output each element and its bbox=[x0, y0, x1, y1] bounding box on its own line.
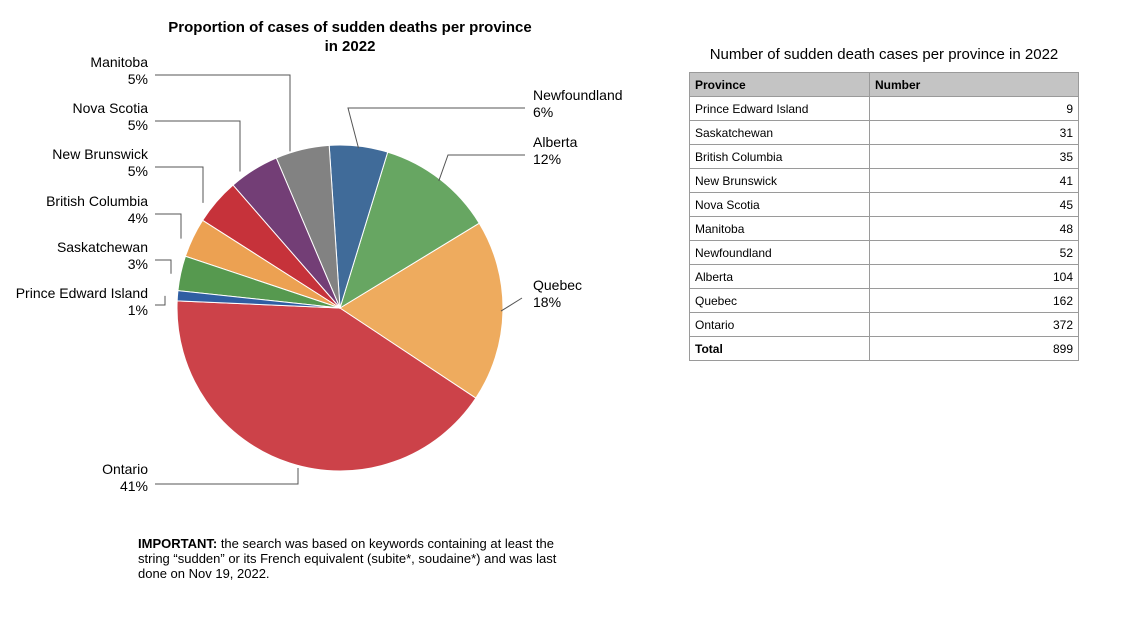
table-row: Quebec 162 bbox=[689, 288, 1079, 313]
important-note: IMPORTANT: the search was based on keywo… bbox=[138, 536, 568, 581]
leader-line bbox=[155, 120, 241, 172]
slice-label-name: Prince Edward Island bbox=[16, 285, 148, 301]
slice-label-percent: 1% bbox=[128, 302, 148, 318]
number-cell: 372 bbox=[869, 312, 1079, 337]
province-cell: British Columbia bbox=[689, 144, 870, 169]
table-row: British Columbia 35 bbox=[689, 144, 1079, 169]
number-cell: 31 bbox=[869, 120, 1079, 145]
slice-label-percent: 5% bbox=[128, 163, 148, 179]
pie-slice-alberta bbox=[339, 151, 480, 310]
slice-label-name: Quebec bbox=[533, 277, 582, 293]
slice-label-percent: 4% bbox=[128, 210, 148, 226]
leader-line bbox=[155, 213, 182, 239]
leader-lines bbox=[155, 74, 525, 485]
table-header-row: Province Number bbox=[689, 72, 1079, 97]
slice-label-name: British Columbia bbox=[46, 193, 148, 209]
table-row: Prince Edward Island 9 bbox=[689, 96, 1079, 121]
slice-label-percent: 18% bbox=[533, 294, 561, 310]
slice-label-percent: 6% bbox=[533, 104, 553, 120]
pie-slice-quebec bbox=[339, 222, 504, 399]
number-cell: 35 bbox=[869, 144, 1079, 169]
pie-slice-ontario bbox=[176, 300, 477, 472]
leader-line bbox=[438, 154, 525, 182]
slice-label-name: Ontario bbox=[102, 461, 148, 477]
slice-label-name: Nova Scotia bbox=[73, 100, 149, 116]
province-cell: Saskatchewan bbox=[689, 120, 870, 145]
number-cell: 9 bbox=[869, 96, 1079, 121]
province-cell: Nova Scotia bbox=[689, 192, 870, 217]
pie-chart: Proportion of cases of sudden deaths per… bbox=[16, 19, 623, 494]
pie-slice-prince-edward-island bbox=[176, 290, 341, 309]
province-cell: Newfoundland bbox=[689, 240, 870, 265]
leader-line bbox=[155, 166, 204, 203]
table-row: Nova Scotia 45 bbox=[689, 192, 1079, 217]
slice-label-name: Manitoba bbox=[90, 54, 148, 70]
province-cell: Prince Edward Island bbox=[689, 96, 870, 121]
table-row: Ontario 372 bbox=[689, 312, 1079, 337]
note-bold: IMPORTANT: bbox=[138, 536, 218, 551]
number-cell: 162 bbox=[869, 288, 1079, 313]
slice-label-percent: 12% bbox=[533, 151, 561, 167]
number-cell: 52 bbox=[869, 240, 1079, 265]
number-cell: 41 bbox=[869, 168, 1079, 193]
slice-label-percent: 5% bbox=[128, 71, 148, 87]
leader-line bbox=[347, 107, 525, 149]
slice-label-name: Newfoundland bbox=[533, 87, 623, 103]
total-value: 899 bbox=[869, 336, 1079, 361]
leader-line bbox=[500, 297, 523, 312]
slice-label-percent: 5% bbox=[128, 117, 148, 133]
number-cell: 45 bbox=[869, 192, 1079, 217]
header-province: Province bbox=[689, 72, 870, 97]
header-number: Number bbox=[869, 72, 1079, 97]
table-title: Number of sudden death cases per provinc… bbox=[709, 46, 1059, 63]
province-cell: Quebec bbox=[689, 288, 870, 313]
slice-label-name: New Brunswick bbox=[52, 146, 149, 162]
province-cell: Manitoba bbox=[689, 216, 870, 241]
table-total-row: Total 899 bbox=[689, 336, 1079, 361]
province-cell: New Brunswick bbox=[689, 168, 870, 193]
slice-label-percent: 41% bbox=[120, 478, 148, 494]
note-text: the search was based on keywords contain… bbox=[138, 536, 557, 581]
province-cell: Alberta bbox=[689, 264, 870, 289]
total-label: Total bbox=[689, 336, 870, 361]
leader-line bbox=[155, 468, 299, 485]
leader-line bbox=[155, 295, 166, 306]
table-row: Newfoundland 52 bbox=[689, 240, 1079, 265]
pie-slices bbox=[176, 144, 504, 472]
chart-title-line-1: Proportion of cases of sudden deaths per… bbox=[168, 19, 531, 36]
table-row: Saskatchewan 31 bbox=[689, 120, 1079, 145]
leader-line bbox=[155, 259, 172, 274]
table-row: Manitoba 48 bbox=[689, 216, 1079, 241]
province-cell: Ontario bbox=[689, 312, 870, 337]
chart-title-line-2: in 2022 bbox=[325, 38, 376, 55]
slice-label-percent: 3% bbox=[128, 256, 148, 272]
table-row: New Brunswick 41 bbox=[689, 168, 1079, 193]
cases-table: Province Number Prince Edward Island 9 Sas… bbox=[689, 72, 1079, 361]
slice-label-name: Saskatchewan bbox=[57, 239, 148, 255]
table-row: Alberta 104 bbox=[689, 264, 1079, 289]
number-cell: 48 bbox=[869, 216, 1079, 241]
leader-line bbox=[155, 74, 291, 152]
number-cell: 104 bbox=[869, 264, 1079, 289]
slice-label-name: Alberta bbox=[533, 134, 578, 150]
